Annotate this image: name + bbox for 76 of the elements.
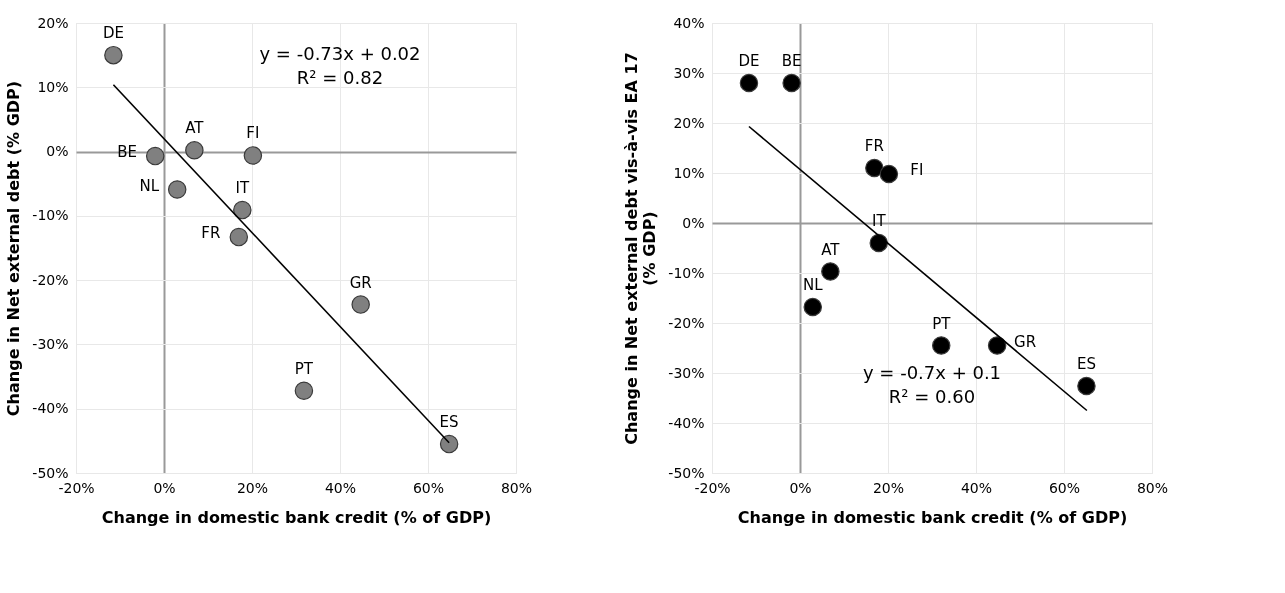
annotation: IT (871, 212, 887, 230)
annotation: GR (1014, 332, 1037, 351)
y-tick-label: 10% (37, 78, 69, 95)
point (229, 227, 249, 247)
x-tick-label: 60% (412, 479, 445, 496)
x-tick-label: 60% (1048, 479, 1081, 496)
annotation: y = -0.7x + 0.1 R² = 0.60 (862, 362, 1002, 407)
annotation: DE (738, 52, 760, 70)
y-tick-label: -20% (668, 314, 705, 331)
annotation: AT (821, 240, 841, 259)
annotation: NL (139, 176, 160, 195)
point (294, 381, 314, 400)
x-tick-label: -20% (694, 479, 731, 496)
x-tick-label: 20% (236, 479, 269, 496)
point (145, 146, 165, 166)
x-tick-label: 80% (500, 479, 533, 496)
x-tick-label: 0% (789, 479, 812, 496)
point (879, 164, 899, 184)
y-tick-label: -20% (32, 271, 69, 288)
point (439, 434, 459, 454)
x-tick-label: 0% (153, 479, 176, 496)
y-tick-label: -10% (668, 264, 705, 281)
annotation: BE (781, 52, 802, 70)
y-tick-label: 10% (673, 164, 705, 181)
point (185, 141, 204, 160)
annotation: FI (246, 124, 260, 143)
annotation: DE (102, 24, 124, 43)
annotation: BE (117, 143, 138, 162)
point (739, 73, 759, 93)
annotation: FI (910, 161, 924, 179)
point (865, 158, 884, 178)
annotation: y = -0.73x + 0.02 R² = 0.82 (259, 42, 421, 88)
point (104, 45, 123, 65)
y-tick-label: -50% (668, 464, 705, 481)
annotation: ES (439, 413, 459, 432)
point (1077, 376, 1096, 396)
y-axis-title: Change in Net external debt (% GDP) (4, 80, 24, 417)
y-tick-label: 20% (673, 114, 705, 131)
x-tick-label: 20% (872, 479, 905, 496)
annotation: NL (802, 276, 824, 294)
point (167, 180, 187, 199)
annotation: FR (864, 137, 884, 155)
annotation: IT (235, 179, 250, 198)
annotation: AT (185, 119, 205, 138)
point (803, 297, 823, 317)
y-axis-title: Change in Net external debt vis-à-vis EA 17 (% GDP) (622, 52, 660, 445)
annotation: PT (932, 314, 952, 333)
x-tick-label: -20% (58, 479, 95, 496)
point (869, 233, 889, 253)
point (931, 336, 951, 355)
y-tick-label: -50% (32, 464, 69, 481)
point (821, 262, 840, 281)
x-axis-title: Change in domestic bank credit (% of GDP) (737, 507, 1128, 527)
point (782, 73, 801, 93)
y-tick-label: 0% (46, 143, 69, 160)
point (987, 336, 1007, 355)
y-tick-label: -40% (668, 414, 705, 431)
annotation: FR (201, 224, 221, 243)
point (243, 146, 263, 165)
y-tick-label: -10% (32, 207, 69, 224)
y-tick-label: -30% (668, 364, 705, 381)
annotation: PT (294, 359, 314, 378)
annotation: GR (349, 273, 372, 292)
y-tick-label: 0% (682, 214, 705, 231)
y-tick-label: 30% (673, 64, 705, 81)
y-tick-label: 20% (37, 14, 69, 31)
x-tick-label: 40% (324, 479, 357, 496)
y-tick-label: -30% (32, 335, 69, 352)
x-tick-label: 40% (960, 479, 993, 496)
y-tick-label: 40% (673, 14, 705, 31)
x-axis-title: Change in domestic bank credit (% of GDP) (101, 507, 492, 527)
x-tick-label: 80% (1136, 479, 1169, 496)
y-tick-label: -40% (32, 400, 69, 417)
annotation: ES (1076, 355, 1096, 373)
point (351, 295, 370, 314)
point (233, 200, 252, 220)
